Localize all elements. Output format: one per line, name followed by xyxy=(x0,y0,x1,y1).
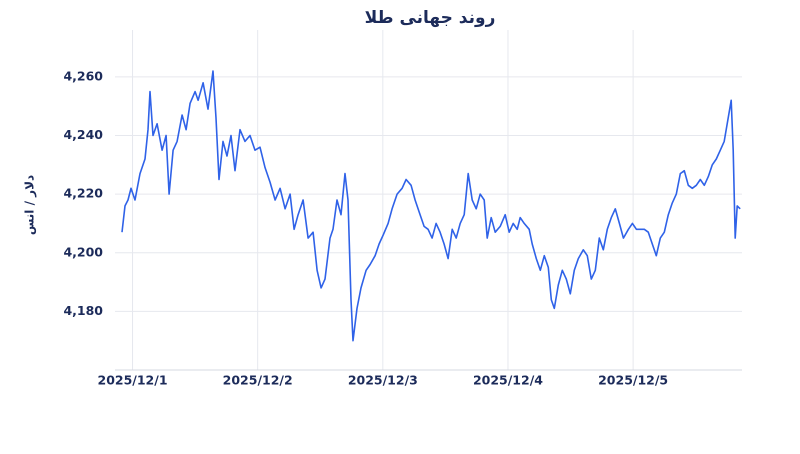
y-tick-label: 4,220 xyxy=(63,186,103,201)
y-tick-label: 4,200 xyxy=(63,244,103,259)
x-tick-label: 2025/12/2 xyxy=(223,373,293,388)
y-tick-label: 4,260 xyxy=(63,68,103,83)
x-tick-label: 2025/12/5 xyxy=(598,373,668,388)
x-tick-label: 2025/12/1 xyxy=(98,373,168,388)
x-tick-label: 2025/12/3 xyxy=(348,373,418,388)
y-axis-label: دلار / انس xyxy=(23,175,37,235)
y-tick-label: 4,240 xyxy=(63,127,103,142)
chart-title: روند جهانی طلا xyxy=(365,8,496,28)
y-tick-label: 4,180 xyxy=(63,303,103,318)
x-tick-label: 2025/12/4 xyxy=(473,373,543,388)
price-line xyxy=(121,70,741,342)
